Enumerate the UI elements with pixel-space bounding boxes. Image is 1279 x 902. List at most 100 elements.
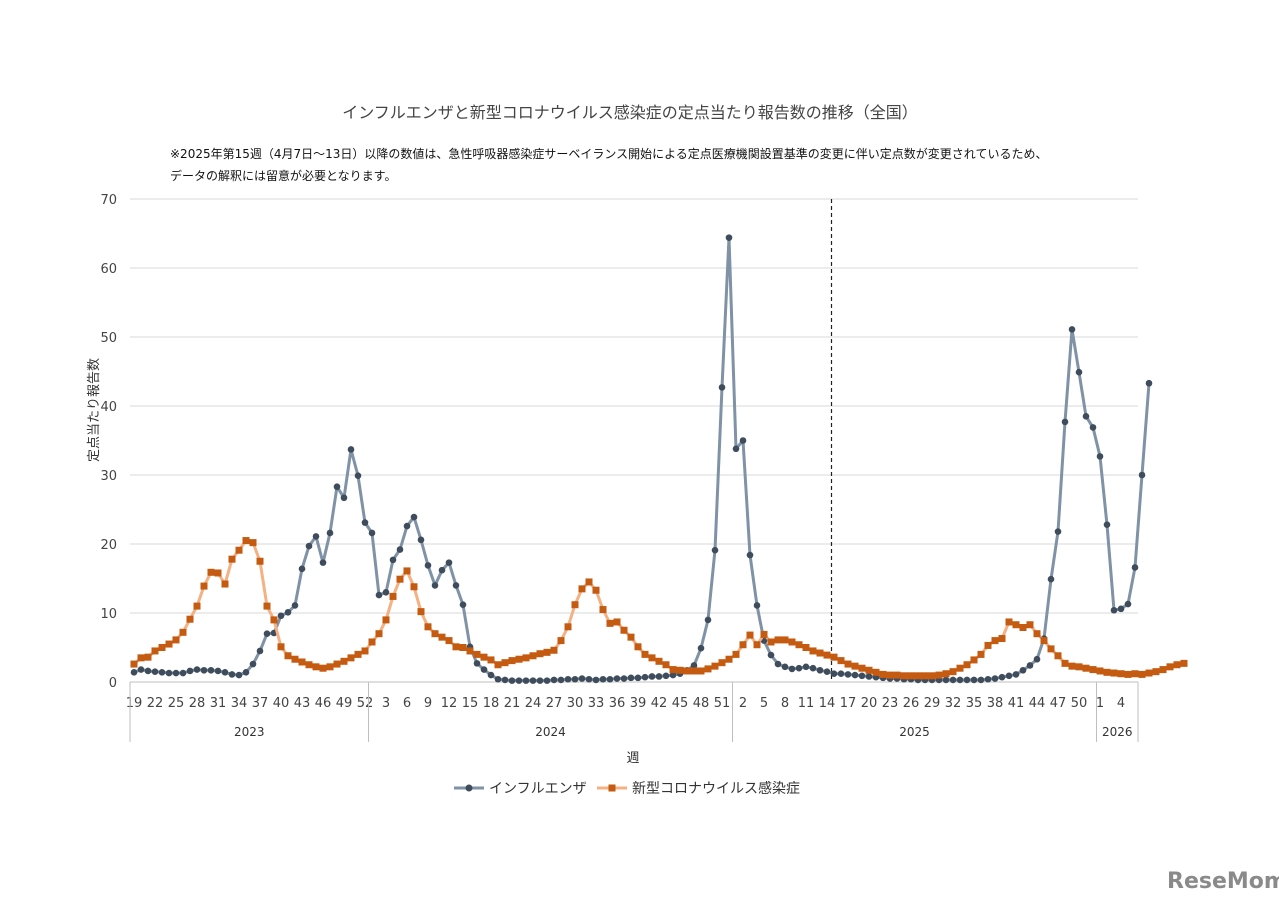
data-point [312,533,320,540]
data-point [291,602,299,609]
data-point [1005,672,1013,680]
data-point [571,601,579,609]
data-point [228,671,236,678]
data-point [655,673,663,680]
data-point [662,672,670,680]
legend-label-covid: 新型コロナウイルス感染症 [632,780,800,797]
data-point [1061,418,1069,426]
data-point [893,671,901,679]
data-point [347,446,355,453]
data-point [172,669,180,677]
data-point [550,646,558,654]
data-point [487,656,495,664]
data-point [221,580,229,588]
x-tick-label: 48 [693,696,710,711]
data-point [326,529,334,537]
data-point [718,384,726,391]
data-point [599,675,607,683]
data-point [375,591,383,599]
data-point [487,671,495,679]
watermark-logo: ReseMom [1167,869,1279,894]
data-point [438,633,446,641]
data-point [508,657,516,665]
x-tick-label: 52 [357,696,374,711]
data-point [641,650,649,658]
data-point [1138,471,1146,479]
data-point [340,657,348,665]
data-point [634,643,642,651]
data-point [1103,668,1111,676]
x-axis-label: 週 [626,751,639,766]
data-point [739,437,747,444]
y-tick-label: 70 [100,193,117,208]
year-label: 2025 [899,725,930,739]
data-point [676,666,684,674]
data-point [193,666,201,673]
data-point [1103,521,1111,528]
x-tick-label: 20 [861,696,878,711]
data-point [375,630,383,638]
data-point [830,670,838,678]
legend-marker-influenza [465,784,473,792]
data-point [501,676,509,684]
x-tick-label: 29 [924,696,941,711]
data-point [984,641,992,649]
data-point [1096,453,1104,460]
x-tick-label: 3 [382,696,390,711]
data-point [837,670,845,678]
data-point [361,647,369,655]
x-tick-label: 15 [462,696,479,711]
data-point [613,675,621,682]
data-point [200,582,208,590]
data-point [928,672,936,680]
data-point [319,559,327,566]
data-point [144,653,152,661]
data-point [256,557,264,565]
x-tick-label: 23 [882,696,899,711]
data-point [914,672,922,680]
data-point [431,630,439,638]
y-axis-label: 定点当たり報告数 [87,358,102,462]
data-point [1054,528,1062,535]
y-tick-label: 20 [100,538,117,553]
x-tick-label: 46 [315,696,332,711]
data-point [907,672,915,680]
x-tick-label: 19 [126,696,143,711]
x-tick-label: 14 [819,696,836,711]
data-point [137,666,145,673]
data-point [445,637,453,645]
data-point [158,644,166,651]
data-point [1173,661,1181,669]
data-point [529,677,537,684]
data-point [606,675,614,683]
x-tick-label: 22 [147,696,164,711]
data-point [970,656,978,664]
data-point [851,671,859,679]
y-tick-label: 0 [109,676,117,691]
data-point [809,647,817,655]
data-point [347,654,355,662]
data-point [704,616,712,624]
data-point [816,649,824,657]
x-tick-label: 49 [336,696,353,711]
data-point [592,586,600,594]
series-influenza [130,234,1153,684]
x-tick-label: 4 [1117,696,1125,711]
data-point [585,675,593,683]
data-point [368,529,376,537]
data-point [711,546,719,554]
data-point [1047,645,1055,653]
x-tick-label: 12 [441,696,458,711]
x-tick-label: 35 [966,696,983,711]
year-label: 2024 [535,725,566,739]
data-point [473,660,481,667]
x-tick-label: 9 [424,696,432,711]
data-point [557,637,565,645]
data-point [165,669,173,677]
data-point [571,675,579,683]
data-point [431,582,439,589]
data-point [186,615,194,623]
data-point [193,602,201,610]
data-point [214,569,222,577]
y-tick-label: 40 [100,400,117,415]
